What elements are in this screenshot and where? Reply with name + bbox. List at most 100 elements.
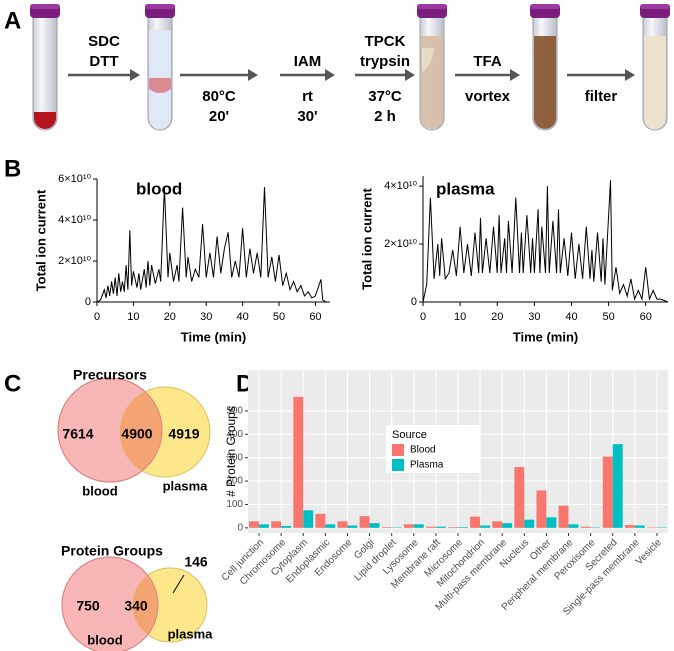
- bar: [624, 525, 635, 528]
- venn-set-label: blood: [82, 483, 117, 498]
- venn-set-label: plasma: [168, 626, 214, 641]
- x-tick-label: 60: [309, 311, 321, 323]
- bar: [580, 526, 591, 528]
- y-tick-label: 100: [226, 499, 243, 510]
- step-label: 20': [209, 108, 229, 125]
- x-tick-label: 20: [491, 311, 503, 323]
- bar: [281, 525, 292, 528]
- legend-title: Source: [392, 429, 427, 441]
- bar: [480, 525, 491, 528]
- venn-title: Precursors: [73, 367, 147, 383]
- bar: [602, 456, 613, 528]
- bar: [347, 525, 358, 528]
- legend-swatch: [392, 444, 404, 456]
- y-tick-label: 500: [226, 406, 243, 417]
- bar: [403, 524, 414, 528]
- step-label: 80°C: [202, 88, 236, 105]
- tube-cap-top: [640, 4, 670, 9]
- bar: [558, 505, 569, 528]
- panel-label: A: [4, 7, 21, 34]
- bar: [369, 523, 380, 528]
- venn-outline: [61, 556, 159, 651]
- x-tick-label: Vesicle: [634, 537, 664, 567]
- venn-set-label: blood: [87, 632, 122, 647]
- venn-overlap: [120, 387, 162, 477]
- x-tick-label: 0: [420, 311, 426, 323]
- bar: [634, 525, 645, 528]
- y-tick-label: 200: [226, 476, 243, 487]
- bar: [425, 526, 436, 528]
- x-tick-label: 10: [454, 311, 466, 323]
- tic-trace: [422, 180, 669, 303]
- y-tick-label: 300: [226, 452, 243, 463]
- step-label: SDC: [88, 33, 120, 50]
- tube-cap-top: [145, 4, 175, 9]
- x-tick-label: 30: [200, 311, 212, 323]
- x-axis-label: Time (min): [181, 329, 247, 344]
- arrow-head: [130, 69, 140, 81]
- step-label: TPCK: [365, 33, 406, 50]
- legend-label: Plasma: [410, 460, 444, 471]
- x-axis-label: Time (min): [513, 329, 579, 344]
- bar: [315, 513, 326, 528]
- y-tick-label: 2×10¹⁰: [384, 238, 417, 250]
- arrow-head: [510, 69, 520, 81]
- tube-cap-top: [417, 4, 447, 9]
- legend-label: Blood: [410, 445, 436, 456]
- tube-pellet: [422, 48, 434, 72]
- tube-liquid: [149, 78, 171, 93]
- y-tick-label: 2×10¹⁰: [58, 255, 91, 267]
- tic-trace: [96, 187, 330, 303]
- venn-count: 4900: [121, 426, 152, 442]
- venn-set-label: plasma: [163, 478, 209, 493]
- bar: [359, 516, 370, 528]
- bar: [492, 521, 503, 528]
- panel-label: C: [4, 370, 21, 397]
- venn-outline: [57, 377, 163, 483]
- y-axis-label: # Protein Groups: [224, 406, 238, 497]
- tube-cap-top: [30, 4, 60, 9]
- bar: [536, 490, 547, 528]
- bar: [612, 444, 623, 528]
- tube-content: [644, 36, 666, 129]
- venn-count: 7614: [62, 426, 93, 442]
- y-tick-label: 0: [85, 296, 91, 308]
- venn-count: 146: [184, 554, 208, 570]
- tube: [32, 15, 58, 131]
- x-tick-label: 20: [164, 311, 176, 323]
- step-label: IAM: [294, 53, 322, 70]
- bar: [249, 521, 260, 528]
- y-tick-label: 0: [411, 296, 417, 308]
- legend-swatch: [392, 459, 404, 471]
- arrow-head: [625, 69, 635, 81]
- x-tick-label: 0: [94, 311, 100, 323]
- bar: [524, 519, 535, 528]
- step-label: filter: [585, 88, 618, 105]
- y-tick-label: 4×10¹⁰: [384, 180, 417, 192]
- bar: [546, 517, 557, 528]
- y-tick-label: 6×10¹⁰: [58, 173, 91, 185]
- bar: [303, 510, 314, 528]
- tube-cap-top: [530, 4, 560, 9]
- step-label: trypsin: [360, 53, 410, 70]
- venn-count: 750: [76, 598, 100, 614]
- bar: [271, 521, 282, 528]
- arrow-head: [248, 69, 258, 81]
- arrow-head: [325, 69, 335, 81]
- tube-content: [534, 36, 556, 129]
- y-axis-label: Total ion current: [33, 189, 48, 291]
- x-tick-label: 50: [602, 311, 614, 323]
- bar: [337, 521, 348, 528]
- bar: [568, 524, 579, 528]
- step-label: TFA: [473, 53, 501, 70]
- venn-title: Protein Groups: [61, 543, 163, 559]
- bar: [413, 524, 424, 528]
- x-tick-label: 50: [273, 311, 285, 323]
- tubes: [30, 4, 670, 131]
- y-axis-label: Total ion current: [359, 188, 374, 290]
- venn-count: 340: [124, 598, 148, 614]
- bar: [381, 527, 392, 528]
- bar: [259, 524, 269, 528]
- arrow-head: [405, 69, 415, 81]
